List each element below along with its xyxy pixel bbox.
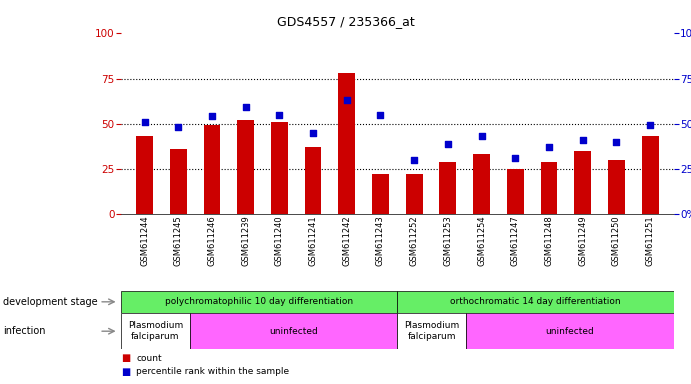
- Text: GSM611254: GSM611254: [477, 215, 486, 266]
- Bar: [339, 73, 355, 214]
- Point: [611, 139, 622, 145]
- Point: [341, 97, 352, 103]
- Point: [139, 119, 150, 125]
- Bar: [397, 313, 466, 349]
- Bar: [190, 313, 397, 349]
- Bar: [305, 147, 321, 214]
- Text: percentile rank within the sample: percentile rank within the sample: [136, 367, 290, 376]
- Text: GSM611248: GSM611248: [545, 215, 553, 266]
- Text: uninfected: uninfected: [269, 327, 318, 336]
- Text: GSM611251: GSM611251: [645, 215, 654, 266]
- Bar: [397, 291, 674, 313]
- Bar: [540, 162, 558, 214]
- Bar: [574, 151, 591, 214]
- Point: [645, 122, 656, 129]
- Point: [307, 130, 319, 136]
- Point: [476, 133, 487, 139]
- Bar: [136, 136, 153, 214]
- Text: orthochromatic 14 day differentiation: orthochromatic 14 day differentiation: [451, 297, 621, 306]
- Point: [510, 155, 521, 161]
- Text: Plasmodium
falciparum: Plasmodium falciparum: [128, 321, 183, 341]
- Bar: [439, 162, 456, 214]
- Text: polychromatophilic 10 day differentiation: polychromatophilic 10 day differentiatio…: [165, 297, 353, 306]
- Point: [375, 112, 386, 118]
- Text: GDS4557 / 235366_at: GDS4557 / 235366_at: [276, 15, 415, 28]
- Bar: [507, 169, 524, 214]
- Bar: [642, 136, 659, 214]
- Text: development stage: development stage: [3, 297, 98, 307]
- Point: [274, 112, 285, 118]
- Bar: [372, 174, 389, 214]
- Text: GSM611243: GSM611243: [376, 215, 385, 266]
- Point: [408, 157, 419, 163]
- Text: GSM611240: GSM611240: [275, 215, 284, 266]
- Text: infection: infection: [3, 326, 46, 336]
- Text: uninfected: uninfected: [546, 327, 594, 336]
- Text: GSM611239: GSM611239: [241, 215, 250, 266]
- Bar: [406, 174, 423, 214]
- Bar: [121, 313, 190, 349]
- Bar: [466, 313, 674, 349]
- Text: GSM611242: GSM611242: [342, 215, 351, 266]
- Text: GSM611244: GSM611244: [140, 215, 149, 266]
- Point: [173, 124, 184, 130]
- Point: [577, 137, 588, 143]
- Bar: [170, 149, 187, 214]
- Text: count: count: [136, 354, 162, 362]
- Bar: [237, 120, 254, 214]
- Text: GSM611241: GSM611241: [309, 215, 318, 266]
- Bar: [271, 122, 287, 214]
- Text: GSM611246: GSM611246: [207, 215, 216, 266]
- Text: GSM611249: GSM611249: [578, 215, 587, 266]
- Bar: [204, 126, 220, 214]
- Text: GSM611253: GSM611253: [444, 215, 453, 266]
- Point: [240, 104, 251, 111]
- Point: [544, 144, 555, 150]
- Bar: [473, 154, 490, 214]
- Bar: [608, 160, 625, 214]
- Point: [207, 113, 218, 119]
- Text: GSM611252: GSM611252: [410, 215, 419, 266]
- Text: ■: ■: [121, 367, 130, 377]
- Point: [442, 141, 453, 147]
- Text: Plasmodium
falciparum: Plasmodium falciparum: [404, 321, 460, 341]
- Text: GSM611250: GSM611250: [612, 215, 621, 266]
- Text: ■: ■: [121, 353, 130, 363]
- Bar: [121, 291, 397, 313]
- Text: GSM611245: GSM611245: [173, 215, 182, 266]
- Text: GSM611247: GSM611247: [511, 215, 520, 266]
